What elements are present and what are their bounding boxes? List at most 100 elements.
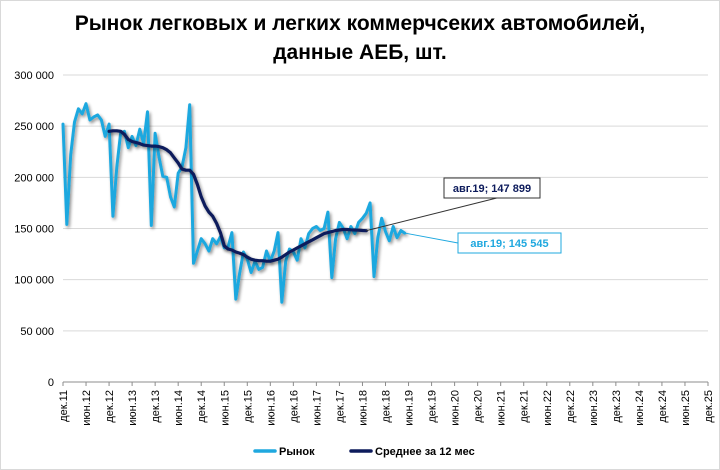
annotation-leader-average xyxy=(366,197,497,232)
market-point xyxy=(281,301,283,303)
market-point xyxy=(396,237,398,239)
market-point xyxy=(216,243,218,245)
average-point xyxy=(346,228,348,231)
market-point xyxy=(189,104,191,106)
average-point xyxy=(269,260,271,262)
average-point xyxy=(212,215,214,217)
market-point xyxy=(81,113,83,115)
average-point xyxy=(262,260,264,262)
x-tick-label: июн.24 xyxy=(634,390,646,426)
x-tick-label: дек.25 xyxy=(703,390,715,423)
average-point xyxy=(123,133,125,135)
series-line-average xyxy=(107,129,368,263)
average-point xyxy=(304,243,306,245)
average-point xyxy=(216,222,218,224)
average-point xyxy=(146,145,149,147)
average-point xyxy=(131,140,133,143)
x-tick-label: июн.22 xyxy=(542,390,554,426)
market-point xyxy=(135,145,137,147)
market-point xyxy=(258,268,260,270)
annotation-market: авг.19; 145 545 xyxy=(470,238,548,250)
y-tick-label: 200 000 xyxy=(14,172,54,184)
average-point xyxy=(285,254,287,256)
market-point xyxy=(192,262,195,264)
average-point xyxy=(200,196,202,198)
x-tick-label: дек.12 xyxy=(104,390,116,423)
average-point xyxy=(350,229,352,231)
series-group xyxy=(61,102,407,304)
average-point xyxy=(162,147,164,149)
series-line-market xyxy=(61,102,407,304)
average-point xyxy=(181,168,183,170)
market-point xyxy=(304,247,306,249)
market-point xyxy=(204,243,206,245)
average-point xyxy=(292,249,294,251)
chart-title-line1: Рынок легковых и легких коммерчсеких авт… xyxy=(74,12,646,35)
average-point xyxy=(281,256,283,258)
market-point xyxy=(158,156,160,158)
average-point xyxy=(312,239,314,241)
average-point xyxy=(120,130,122,132)
average-point xyxy=(108,130,110,132)
market-point xyxy=(169,196,172,198)
average-point xyxy=(192,173,195,175)
x-tick-label: дек.19 xyxy=(427,390,439,423)
market-point xyxy=(97,114,99,116)
annotation-leader-market xyxy=(404,232,459,244)
market-point xyxy=(166,176,168,178)
y-tick-label: 150 000 xyxy=(14,224,54,236)
x-tick-label: июн.13 xyxy=(127,390,139,426)
market-point xyxy=(338,221,340,223)
average-point xyxy=(338,229,340,231)
average-point xyxy=(323,233,325,235)
market-point xyxy=(285,260,287,262)
x-tick-label: дек.18 xyxy=(381,390,393,423)
average-point xyxy=(116,130,118,132)
annotation-average: авг.19; 147 899 xyxy=(453,183,531,195)
x-tick-label: дек.11 xyxy=(58,390,70,422)
market-point xyxy=(212,238,214,240)
market-point xyxy=(150,224,152,226)
average-point xyxy=(127,138,129,141)
average-point xyxy=(169,152,172,154)
average-point xyxy=(335,229,337,232)
average-point xyxy=(250,258,252,260)
market-point xyxy=(312,227,314,230)
average-point xyxy=(189,169,191,171)
average-point xyxy=(354,229,356,231)
average-point xyxy=(231,249,233,251)
market-point xyxy=(400,229,402,232)
market-point xyxy=(388,240,390,242)
market-point xyxy=(62,123,64,125)
market-point xyxy=(381,217,383,219)
average-point xyxy=(208,211,210,213)
market-point xyxy=(239,272,241,275)
y-axis-ticks: 0 50 000 100 000 150 000 200 000 250 000 300 0… xyxy=(14,70,54,389)
x-tick-label: дек.17 xyxy=(334,390,346,423)
average-point xyxy=(296,247,298,249)
market-point xyxy=(116,166,118,168)
average-point xyxy=(135,141,137,144)
market-point xyxy=(354,233,356,235)
market-point xyxy=(173,206,175,208)
market-point xyxy=(112,215,114,217)
x-tick-label: июн.20 xyxy=(450,390,462,426)
average-point xyxy=(154,145,156,147)
market-point xyxy=(346,238,348,240)
x-tick-label: дек.15 xyxy=(242,390,254,423)
legend-label-market: Рынок xyxy=(279,446,315,458)
x-axis-ticks: дек.11 июн.12 дек.12 июн.13 дек.13 июн.14 дек.… xyxy=(58,382,715,426)
average-point xyxy=(277,258,279,260)
x-tick-label: июн.21 xyxy=(496,390,508,426)
legend-label-average: Среднее за 12 мес xyxy=(375,446,475,458)
market-point xyxy=(177,172,179,174)
average-point xyxy=(315,237,317,239)
annotations: авг.19; 147 899 авг.19; 145 545 xyxy=(366,177,562,254)
x-tick-label: дек.24 xyxy=(657,390,669,423)
average-point xyxy=(185,169,187,171)
x-tick-label: июн.14 xyxy=(173,390,185,426)
market-point xyxy=(315,225,317,228)
average-point xyxy=(308,241,310,243)
market-point xyxy=(392,225,394,228)
